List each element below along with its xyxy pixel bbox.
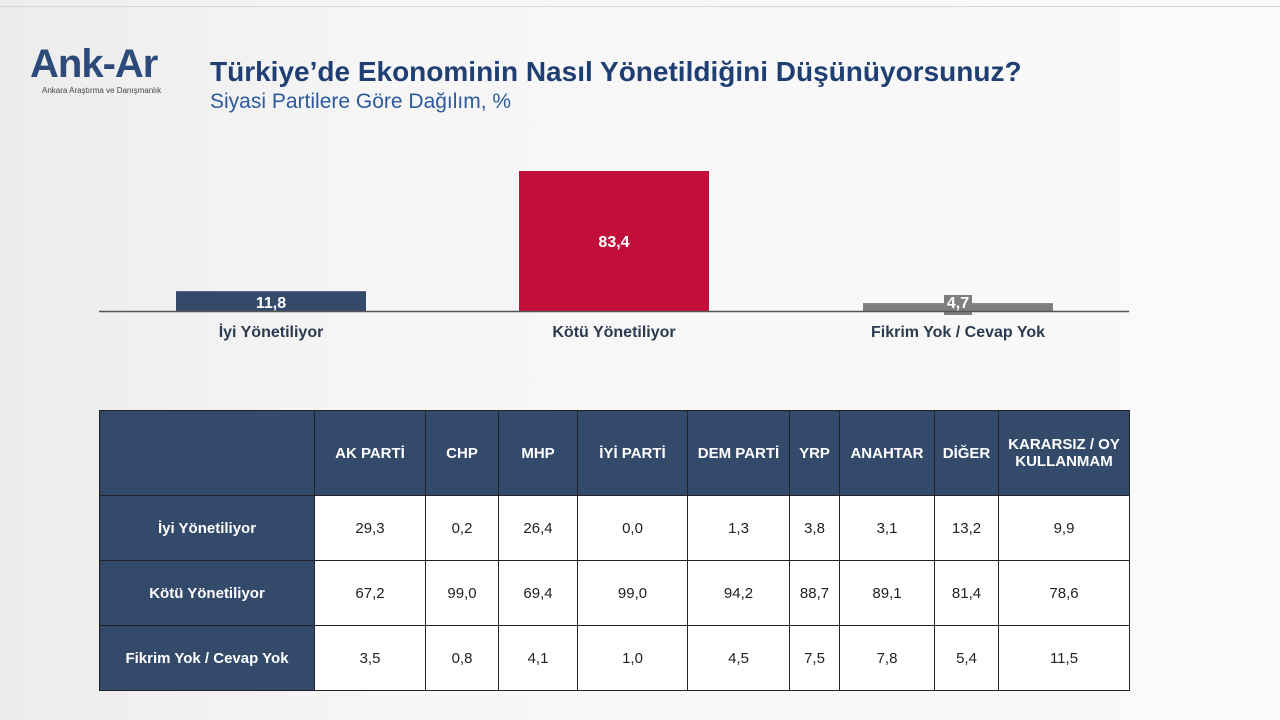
table-cell: 13,2 (934, 495, 999, 561)
column-header: KARARSIZ / OY KULLANMAM (998, 410, 1130, 496)
party-breakdown-table: AK PARTİ CHP MHP İYİ PARTİ DEM PARTİ YRP… (99, 410, 1130, 691)
row-header: Kötü Yönetiliyor (99, 560, 315, 626)
column-header: İYİ PARTİ (577, 410, 688, 496)
table-cell: 3,8 (789, 495, 840, 561)
top-divider (0, 6, 1280, 7)
table-cell: 0,8 (425, 625, 499, 691)
data-label: 11,8 (256, 295, 286, 312)
table-cell: 7,5 (789, 625, 840, 691)
bar (176, 291, 366, 311)
row-header: Fikrim Yok / Cevap Yok (99, 625, 315, 691)
table-cell: 3,5 (314, 625, 426, 691)
category-label: Fikrim Yok / Cevap Yok (871, 324, 1045, 341)
table-cell: 3,1 (839, 495, 935, 561)
table-cell: 11,5 (998, 625, 1130, 691)
table-cell: 0,2 (425, 495, 499, 561)
data-label: 83,4 (598, 234, 629, 251)
column-header: ANAHTAR (839, 410, 935, 496)
table-cell: 88,7 (789, 560, 840, 626)
table-cell: 1,3 (687, 495, 790, 561)
table-header-row: AK PARTİ CHP MHP İYİ PARTİ DEM PARTİ YRP… (99, 410, 1130, 496)
header-empty (99, 410, 315, 496)
table-cell: 99,0 (577, 560, 688, 626)
row-header: İyi Yönetiliyor (99, 495, 315, 561)
column-header: CHP (425, 410, 499, 496)
table-cell: 69,4 (498, 560, 578, 626)
table-row: Fikrim Yok / Cevap Yok 3,5 0,8 4,1 1,0 4,5 7,5… (99, 625, 1130, 691)
page-subtitle: Siyasi Partilere Göre Dağılım, % (210, 90, 512, 113)
table-cell: 0,0 (577, 495, 688, 561)
table-cell: 7,8 (839, 625, 935, 691)
logo-tagline: Ankara Araştırma ve Danışmanlık (42, 86, 162, 95)
table-cell: 9,9 (998, 495, 1130, 561)
table-cell: 89,1 (839, 560, 935, 626)
table-cell: 4,1 (498, 625, 578, 691)
table-cell: 94,2 (687, 560, 790, 626)
table-row: İyi Yönetiliyor 29,3 0,2 26,4 0,0 1,3 3,8 3,1 13… (99, 495, 1130, 561)
table-cell: 26,4 (498, 495, 578, 561)
table-cell: 5,4 (934, 625, 999, 691)
column-header: AK PARTİ (314, 410, 426, 496)
bar (519, 171, 709, 311)
table-cell: 1,0 (577, 625, 688, 691)
column-header: YRP (789, 410, 840, 496)
table-cell: 67,2 (314, 560, 426, 626)
logo-name: Ank-Ar (30, 42, 158, 86)
page-title: Türkiye’de Ekonominin Nasıl Yönetildiğin… (210, 56, 1022, 87)
category-label: Kötü Yönetiliyor (552, 324, 676, 341)
column-header: DEM PARTİ (687, 410, 790, 496)
column-header: MHP (498, 410, 578, 496)
table-cell: 29,3 (314, 495, 426, 561)
category-label: İyi Yönetiliyor (218, 324, 324, 341)
label-background (944, 295, 972, 315)
table-cell: 4,5 (687, 625, 790, 691)
table-cell: 81,4 (934, 560, 999, 626)
table-row: Kötü Yönetiliyor 67,2 99,0 69,4 99,0 94,2 88,7… (99, 560, 1130, 626)
table-cell: 99,0 (425, 560, 499, 626)
data-label: 4,7 (947, 295, 969, 312)
table-cell: 78,6 (998, 560, 1130, 626)
logo: Ank-Ar Ankara Araştırma ve Danışmanlık (30, 42, 200, 95)
column-header: DİĞER (934, 410, 999, 496)
